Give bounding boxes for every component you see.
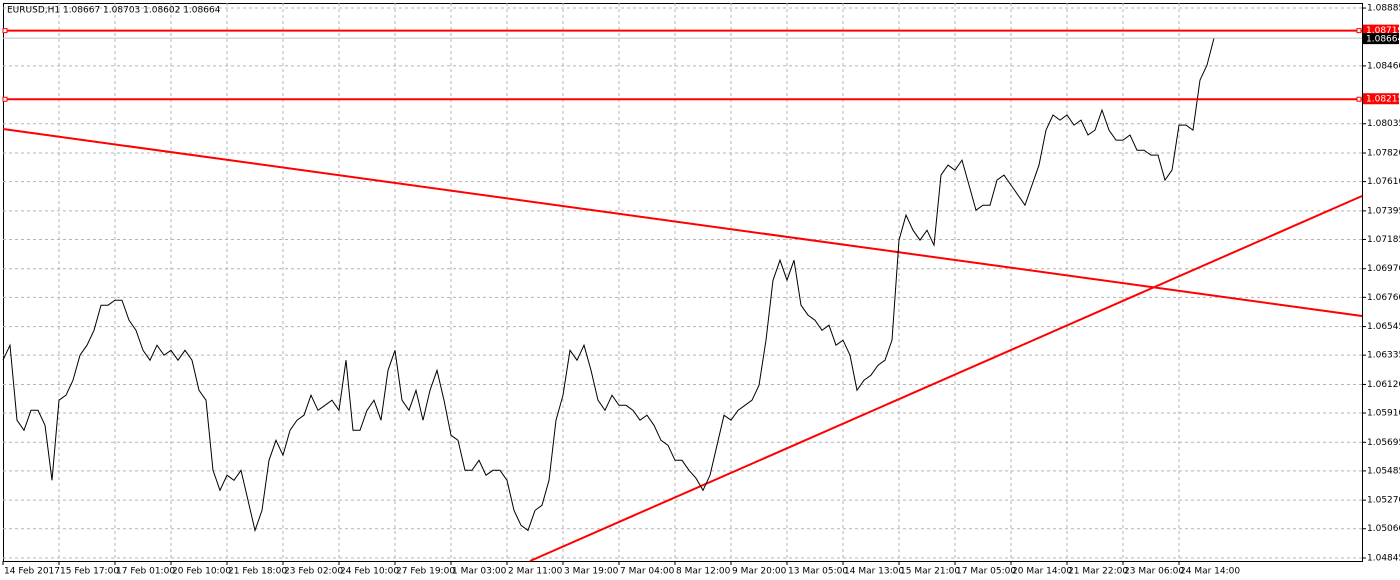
x-tick-label: 1 Mar 03:00 (452, 567, 507, 577)
x-tick-label: 13 Mar 05:00 (788, 567, 848, 577)
y-tick-label: 1.04845 (1367, 554, 1400, 564)
x-tick-label: 27 Feb 19:00 (396, 567, 455, 577)
x-tick-label: 21 Feb 18:00 (228, 567, 287, 577)
y-tick-label: 1.06545 (1367, 322, 1400, 332)
level-handle (1356, 28, 1362, 34)
level-label-box (1363, 93, 1399, 105)
y-tick-label: 1.07185 (1367, 235, 1400, 245)
x-tick-label: 20 Mar 14:00 (1012, 567, 1072, 577)
y-tick-label: 1.06335 (1367, 351, 1400, 361)
y-tick-label: 1.06760 (1367, 293, 1400, 303)
x-tick-label: 14 Feb 2017 (4, 567, 60, 577)
last-price-label: 1.08664 (1366, 35, 1400, 45)
y-tick-label: 1.07395 (1367, 206, 1400, 216)
level-handle (2, 28, 8, 34)
level-label: 1.08719 (1366, 26, 1400, 36)
x-tick-label: 21 Mar 22:00 (1068, 567, 1128, 577)
plot-frame (3, 3, 1363, 562)
x-tick-label: 17 Mar 05:00 (956, 567, 1016, 577)
x-tick-label: 3 Mar 19:00 (564, 567, 619, 577)
level-label: 1.08215 (1366, 95, 1400, 105)
x-tick-label: 17 Feb 01:00 (116, 567, 175, 577)
y-tick-label: 1.05695 (1367, 438, 1400, 448)
price-line (2, 37, 1215, 533)
x-tick-label: 20 Feb 10:00 (172, 567, 231, 577)
y-tick-label: 1.08885 (1367, 4, 1400, 14)
x-tick-label: 15 Feb 17:00 (60, 567, 119, 577)
x-tick-label: 23 Feb 02:00 (284, 567, 343, 577)
y-tick-label: 1.05485 (1367, 466, 1400, 476)
chart-title: EURUSD,H1 1.08667 1.08703 1.08602 1.0866… (7, 6, 221, 16)
x-tick-label: 7 Mar 04:00 (620, 567, 675, 577)
x-tick-label: 14 Mar 13:00 (844, 567, 904, 577)
x-tick-label: 2 Mar 11:00 (508, 567, 563, 577)
level-handle (2, 96, 8, 102)
y-tick-label: 1.06970 (1367, 264, 1400, 274)
x-tick-label: 9 Mar 20:00 (732, 567, 787, 577)
x-tick-label: 24 Mar 14:00 (1180, 567, 1240, 577)
x-tick-label: 8 Mar 12:00 (676, 567, 731, 577)
y-tick-label: 1.06120 (1367, 380, 1400, 390)
y-tick-label: 1.05270 (1367, 496, 1400, 506)
y-tick-label: 1.05910 (1367, 409, 1400, 419)
y-tick-label: 1.07820 (1367, 149, 1400, 159)
last-price-box (1363, 33, 1399, 45)
y-tick-label: 1.05060 (1367, 524, 1400, 534)
trend-line (2, 128, 1363, 317)
y-tick-label: 1.08035 (1367, 119, 1400, 129)
trend-line (529, 195, 1363, 562)
x-tick-label: 24 Feb 10:00 (340, 567, 399, 577)
x-tick-label: 15 Mar 21:00 (900, 567, 960, 577)
y-tick-label: 1.07610 (1367, 177, 1400, 187)
level-handle (1356, 96, 1362, 102)
grid (3, 3, 1362, 561)
x-tick-label: 23 Mar 06:00 (1124, 567, 1184, 577)
y-tick-label: 1.08460 (1367, 61, 1400, 71)
level-label-box (1363, 24, 1399, 36)
